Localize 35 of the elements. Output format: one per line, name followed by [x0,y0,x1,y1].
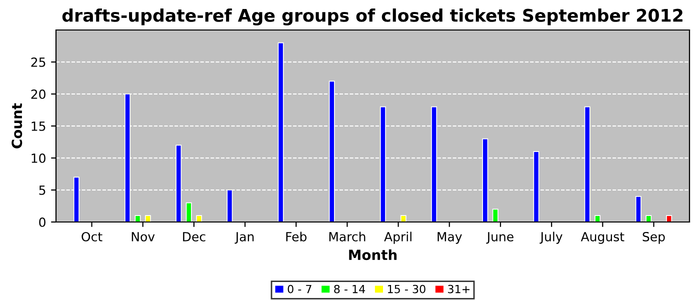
x-tick-label: Feb [286,232,306,242]
x-axis-title: Month [349,249,397,260]
x-tick-label: Oct [82,232,102,242]
bar [196,215,202,222]
y-tick-label: 25 [31,57,46,67]
x-tick-label: Dec [183,232,206,242]
bar [635,196,642,222]
legend-label: 8 - 14 [334,284,366,294]
x-tick-label: Nov [132,232,155,242]
y-tick-label: 15 [32,122,46,131]
y-axis-title: Count [12,103,22,148]
bar [646,215,652,222]
chart-title: drafts-update-ref Age groups of closed tickets September 2012 [62,8,682,26]
bar [144,215,151,222]
x-tick-label: July [540,232,562,244]
legend-label: 0 - 7 [288,284,312,294]
x-tick-label: April [384,232,412,244]
bar [186,202,192,222]
y-tick-label: 20 [31,89,46,99]
x-tick-label: August [580,232,624,244]
bar [134,215,141,222]
bar [594,215,601,222]
y-tick-label: 5 [39,186,46,195]
legend-label: 15 - 30 [388,284,426,294]
x-tick-label: June [486,232,514,244]
bar [666,215,672,222]
x-tick-label: May [438,232,462,244]
bar [492,208,498,222]
bar [400,215,406,222]
y-tick-label: 0 [39,217,46,227]
y-tick-label: 10 [32,153,46,163]
x-tick-label: March [329,232,366,242]
legend-label: 31+ [448,284,470,294]
x-tick-label: Jan [234,232,254,244]
x-tick-label: Sep [642,232,665,244]
